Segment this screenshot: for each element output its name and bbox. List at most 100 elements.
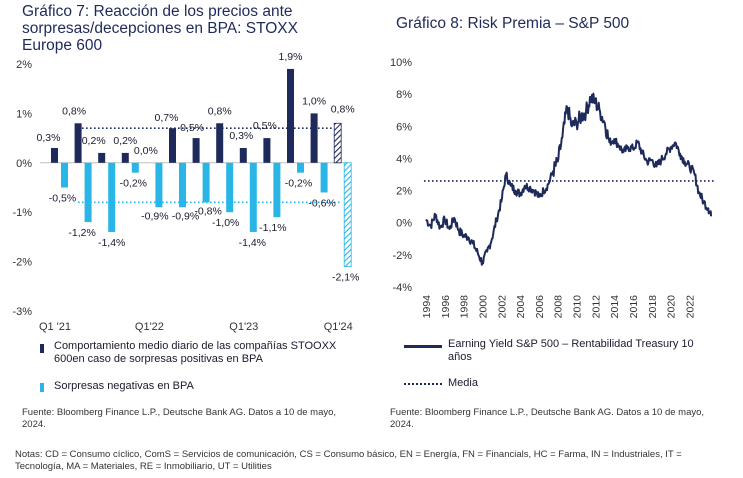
y-tick-label: 2%: [16, 59, 32, 71]
legend-mean-item: Media: [404, 377, 734, 395]
x-tick-label: 2004: [515, 295, 527, 319]
negative-data-label: -1,4%: [98, 237, 125, 249]
positive-data-label: 1,0%: [302, 95, 326, 107]
chart7-source: Fuente: Bloomberg Finance L.P., Deutsche…: [22, 407, 337, 430]
x-tick-label: 1998: [459, 295, 471, 319]
negative-bar: [273, 162, 281, 218]
y-tick-label: -2%: [12, 257, 32, 269]
x-tick-label: 2006: [534, 295, 546, 319]
negative-bar: [108, 162, 116, 232]
positive-data-label: 0,3%: [229, 130, 253, 142]
x-tick-label: Q1'22: [135, 321, 164, 333]
x-tick-label: 2016: [628, 295, 640, 319]
positive-data-label: 0,0%: [134, 145, 158, 157]
legend-negative-swatch: [40, 383, 44, 392]
legend-line-swatch: [404, 345, 442, 348]
positive-data-label: 0,5%: [253, 120, 277, 132]
negative-data-label: -1,1%: [259, 222, 286, 234]
x-tick-label: 2018: [647, 295, 659, 319]
positive-bar: [51, 147, 58, 163]
positive-data-label: 0,3%: [37, 132, 61, 144]
x-tick-label: Q1'23: [229, 321, 258, 333]
x-tick-label: 1994: [421, 295, 433, 319]
negative-bar: [320, 162, 328, 193]
negative-bar: [155, 162, 163, 208]
negative-data-label: -0,6%: [308, 197, 335, 209]
negative-data-label: -0,2%: [120, 178, 147, 190]
x-tick-label: 2000: [477, 295, 489, 319]
chart8-plot: 10% 8% 6% 4% 2% 0% -2% -4% 1994 1996 1998 2000 2002 2…: [390, 57, 714, 319]
y-tick-label: 6%: [396, 121, 412, 133]
legend-positive-item: Comportamiento medio diario de las compa…: [40, 340, 360, 370]
y-tick-label: 10%: [390, 57, 412, 69]
negative-data-label: -0,5%: [49, 193, 76, 205]
negative-data-label: -2,1%: [332, 272, 359, 284]
negative-bar: [202, 162, 210, 203]
negative-bar: [61, 162, 68, 188]
x-tick-label: 2014: [609, 295, 621, 319]
negative-bar: [84, 162, 92, 223]
legend-mean-label: Media: [448, 377, 478, 389]
positive-bar: [333, 122, 342, 164]
chart7-plot: 2%1%0%-1%-2%-3%0,3%0,8%0,2% 0,2%0,0%0,7%0…: [12, 51, 359, 333]
y-tick-label: -2%: [392, 250, 412, 262]
negative-bar: [131, 162, 139, 173]
negative-bar: [179, 162, 186, 208]
positive-bar: [287, 68, 294, 163]
chart7-legend: Comportamiento medio diario de las compa…: [40, 340, 360, 398]
negative-bar: [249, 162, 257, 232]
x-tick-label: 2010: [572, 295, 584, 319]
positive-data-label: 0,2%: [113, 135, 137, 147]
positive-bar: [169, 128, 176, 163]
x-tick-label: Q1'24: [324, 321, 353, 333]
positive-bar: [98, 152, 106, 163]
positive-bar: [263, 138, 271, 163]
x-tick-label: 2008: [553, 295, 565, 319]
legend-negative-label: Sorpresas negativas en BPA: [54, 380, 194, 392]
positive-data-label: 0,7%: [155, 112, 179, 124]
positive-data-label: 0,8%: [331, 103, 355, 115]
y-tick-label: -4%: [392, 282, 412, 294]
legend-mean-swatch: [404, 383, 442, 385]
chart8-legend: Earning Yield S&P 500 – Rentabilidad Tre…: [404, 338, 734, 395]
negative-data-label: -1,2%: [68, 227, 95, 239]
y-tick-label: 2%: [396, 186, 412, 198]
legend-line-item: Earning Yield S&P 500 – Rentabilidad Tre…: [404, 338, 734, 370]
positive-bar: [310, 113, 318, 163]
legend-line-label: Earning Yield S&P 500 – Rentabilidad Tre…: [448, 338, 694, 363]
y-tick-label: -1%: [12, 207, 32, 219]
footnotes: Notas: CD = Consumo cíclico, ComS = Serv…: [15, 449, 682, 472]
y-tick-label: 0%: [396, 218, 412, 230]
y-tick-label: -3%: [12, 306, 32, 318]
x-tick-label: Q1 '21: [39, 321, 71, 333]
legend-positive-label: Comportamiento medio diario de las compa…: [54, 340, 337, 365]
positive-bar: [239, 147, 247, 163]
positive-data-label: 0,2%: [82, 135, 106, 147]
chart7-title: Gráfico 7: Reacción de los precios ante …: [22, 3, 298, 54]
y-tick-label: 8%: [396, 89, 412, 101]
x-tick-label: 2002: [496, 295, 508, 319]
chart8-source: Fuente: Bloomberg Finance L.P., Deutsche…: [390, 407, 705, 430]
negative-data-label: -1,0%: [212, 217, 239, 229]
positive-bar: [121, 152, 129, 163]
chart8-title: Gráfico 8: Risk Premia – S&P 500: [396, 15, 630, 32]
positive-data-label: 0,8%: [62, 105, 86, 117]
positive-bar: [216, 123, 224, 163]
negative-data-label: -0,2%: [285, 178, 312, 190]
negative-bar: [297, 162, 304, 173]
negative-data-label: -1,4%: [239, 237, 266, 249]
negative-data-label: -0,9%: [172, 210, 199, 222]
legend-negative-item: Sorpresas negativas en BPA: [40, 380, 360, 398]
positive-bar: [192, 138, 200, 163]
negative-data-label: -0,9%: [141, 210, 168, 222]
x-tick-label: 2022: [684, 295, 696, 319]
y-tick-label: 4%: [396, 153, 412, 165]
positive-data-label: 0,5%: [180, 122, 204, 134]
negative-data-label: -0,8%: [194, 205, 221, 217]
x-tick-label: 2020: [666, 295, 678, 319]
x-tick-label: 1996: [440, 295, 452, 319]
negative-bar: [343, 162, 352, 267]
positive-data-label: 1,9%: [279, 51, 303, 63]
negative-bar: [226, 162, 234, 213]
legend-positive-swatch: [40, 344, 44, 353]
